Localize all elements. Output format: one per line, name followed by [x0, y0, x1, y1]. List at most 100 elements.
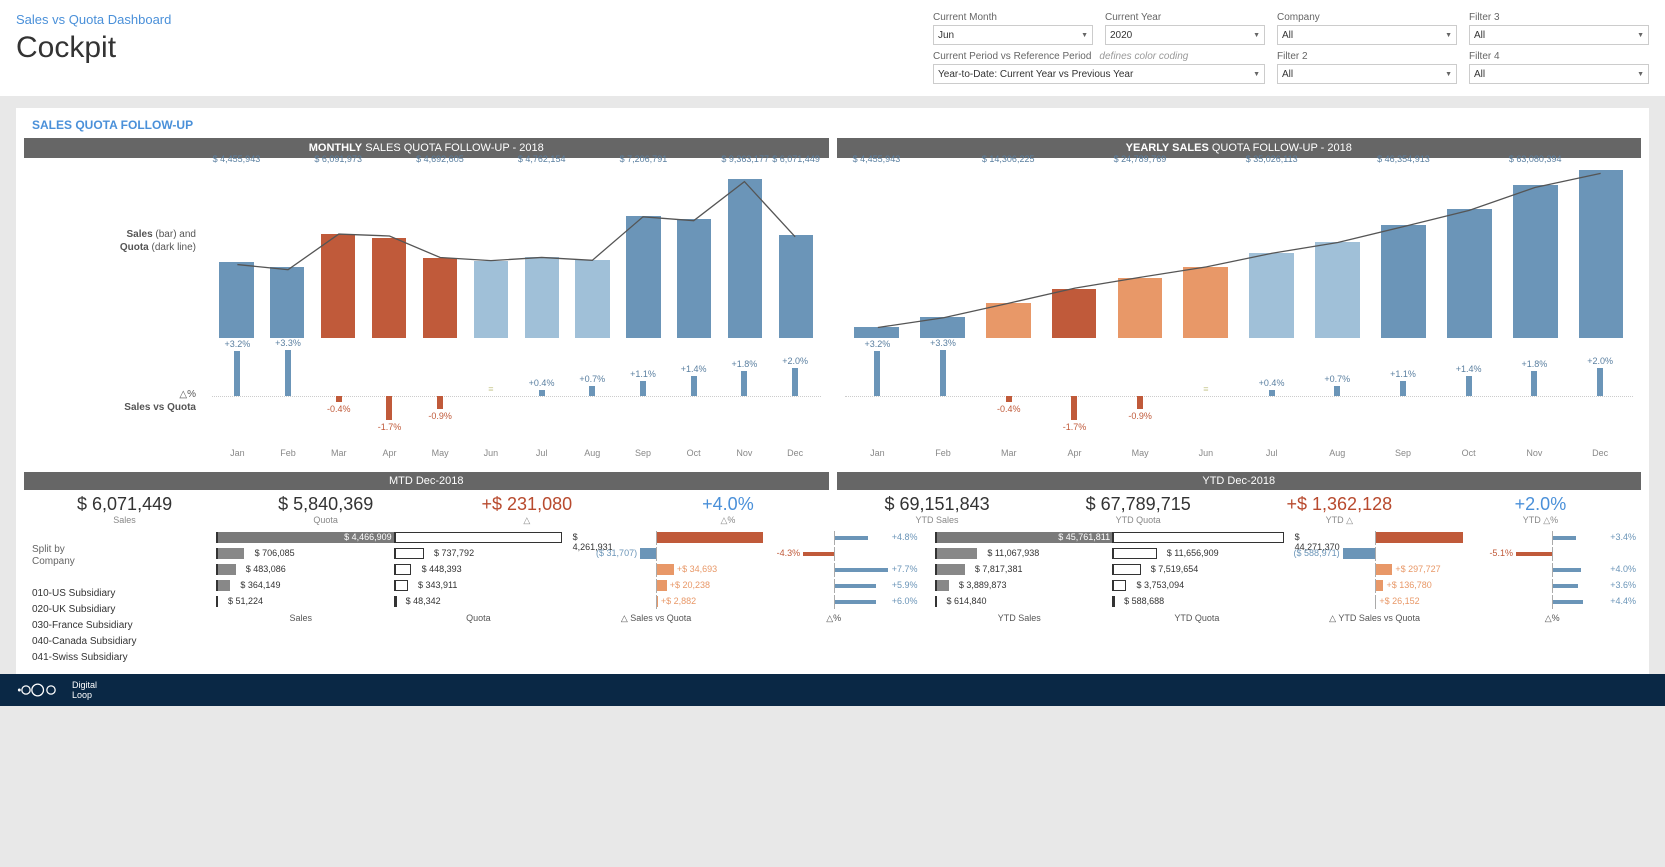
company-row-label: 030-France Subsidiary — [24, 618, 212, 634]
filter-label: Company — [1277, 12, 1457, 23]
footer: DigitalLoop — [0, 674, 1665, 706]
filter4-select[interactable]: All — [1469, 64, 1649, 84]
delta-slot: -1.7% — [1042, 346, 1108, 446]
bar-slot — [1042, 168, 1106, 338]
month-label: Oct — [668, 448, 719, 458]
sales-bar — [779, 235, 813, 338]
sales-bar — [219, 262, 253, 338]
month-label: May — [1107, 448, 1173, 458]
footer-logo: DigitalLoop — [16, 679, 97, 701]
kpi-sales: $ 6,071,449Sales — [24, 494, 225, 526]
sales-bar — [854, 327, 899, 338]
month-label: Oct — [1436, 448, 1502, 458]
month-label: Apr — [1042, 448, 1108, 458]
bar-slot: $ 4,692,605 — [416, 168, 465, 338]
filter2-select[interactable]: All — [1277, 64, 1457, 84]
monthly-panel: MONTHLY SALES QUOTA FOLLOW-UP - 2018 Sal… — [24, 138, 829, 530]
sales-bar — [1447, 209, 1492, 338]
table-row: $ 7,817,381$ 7,519,654+$ 297,727+4.0% — [931, 562, 1642, 578]
sales-bar — [728, 179, 762, 338]
delta-slot: ≡ — [466, 346, 517, 446]
table-row: $ 45,761,811$ 44,271,370490,441+3.4% — [931, 530, 1642, 546]
month-label: Nov — [1502, 448, 1568, 458]
filter-label: Current Year — [1105, 12, 1265, 23]
bar-slot: $ 35,026,113 — [1240, 168, 1304, 338]
bar-slot: $ 14,306,225 — [976, 168, 1040, 338]
ytd-header: YTD Dec-2018 — [837, 472, 1642, 490]
mtd-header: MTD Dec-2018 — [24, 472, 829, 490]
kpi-ytdquota: $ 67,789,715YTD Quota — [1038, 494, 1239, 526]
bar-slot — [670, 168, 719, 338]
month-label: Feb — [263, 448, 314, 458]
company-row-label: 020-UK Subsidiary — [24, 602, 212, 618]
filter-label: Current Month — [933, 12, 1093, 23]
month-label: Dec — [1567, 448, 1633, 458]
sales-bar — [626, 216, 660, 339]
table-row: $ 614,840$ 588,688+$ 26,152+4.4% — [931, 594, 1642, 610]
bar-slot — [1306, 168, 1370, 338]
kpi-ytd: +2.0%YTD △% — [1440, 494, 1641, 526]
bar-slot — [910, 168, 974, 338]
table-col-headers: YTD SalesYTD Quota△ YTD Sales vs Quota△% — [931, 610, 1642, 627]
month-label: Jan — [845, 448, 911, 458]
bar-slot — [1569, 168, 1633, 338]
delta-slot: -0.4% — [976, 346, 1042, 446]
current-year-select[interactable]: 2020 — [1105, 25, 1265, 45]
filter-label: Current Period vs Reference Perioddefine… — [933, 51, 1265, 62]
current-month-select[interactable]: Jun — [933, 25, 1093, 45]
table-row: $ 11,067,938$ 11,656,909($ 588,971)-5.1% — [931, 546, 1642, 562]
bar-slot — [365, 168, 414, 338]
month-label: Jul — [1239, 448, 1305, 458]
sales-bar — [474, 261, 508, 338]
bar-slot — [568, 168, 617, 338]
bar-slot: $ 4,455,943 — [845, 168, 909, 338]
sales-bar — [677, 219, 711, 338]
table-row: $ 706,085$ 737,792($ 31,707)-4.3% — [212, 546, 923, 562]
filter-label: Filter 4 — [1469, 51, 1649, 62]
section-title: SALES QUOTA FOLLOW-UP — [16, 118, 1649, 138]
split-by-label: Split byCompany — [24, 530, 212, 586]
delta-slot: +0.4% — [516, 346, 567, 446]
bar-slot: $ 6,091,973 — [314, 168, 363, 338]
kpi-ytdsales: $ 69,151,843YTD Sales — [837, 494, 1038, 526]
month-label: Nov — [719, 448, 770, 458]
month-label: Jan — [212, 448, 263, 458]
company-row-label: 041-Swiss Subsidiary — [24, 650, 212, 666]
delta-slot: +1.4% — [668, 346, 719, 446]
header: Sales vs Quota Dashboard Cockpit Current… — [0, 0, 1665, 96]
delta-slot: +1.1% — [1370, 346, 1436, 446]
delta-slot: +3.2% — [212, 346, 263, 446]
bar-slot: $ 4,455,943 — [212, 168, 261, 338]
bar-slot — [466, 168, 515, 338]
table-row: $ 51,224$ 48,342+$ 2,882+6.0% — [212, 594, 923, 610]
filters-grid: Current Month Jun Current Year 2020 Comp… — [933, 12, 1649, 84]
filter-4: Filter 4 All — [1469, 51, 1649, 84]
sales-bar — [1513, 185, 1558, 338]
sales-bar — [1052, 289, 1097, 338]
delta-slot: +0.7% — [1304, 346, 1370, 446]
sales-bar — [1118, 278, 1163, 338]
delta-slot: +1.8% — [719, 346, 770, 446]
company-select[interactable]: All — [1277, 25, 1457, 45]
bar-slot: $ 24,789,769 — [1108, 168, 1172, 338]
filter3-select[interactable]: All — [1469, 25, 1649, 45]
period-select[interactable]: Year-to-Date: Current Year vs Previous Y… — [933, 64, 1265, 84]
sales-bar — [986, 303, 1031, 338]
kpi-ytd: +$ 1,362,128YTD △ — [1239, 494, 1440, 526]
sales-bar — [1183, 267, 1228, 338]
delta-slot: -0.4% — [313, 346, 364, 446]
dashboard: SALES QUOTA FOLLOW-UP MONTHLY SALES QUOT… — [16, 108, 1649, 674]
month-label: Jun — [1173, 448, 1239, 458]
yearly-table: $ 45,761,811$ 44,271,370490,441+3.4%$ 11… — [931, 530, 1642, 666]
table-col-headers: SalesQuota△ Sales vs Quota△% — [212, 610, 923, 627]
sales-bar — [321, 234, 355, 338]
month-label: Jun — [466, 448, 517, 458]
sales-bar — [920, 317, 965, 338]
month-label: Sep — [618, 448, 669, 458]
bar-slot: $ 63,080,394 — [1503, 168, 1567, 338]
kpi-quota: $ 5,840,369Quota — [225, 494, 426, 526]
month-label: Jul — [516, 448, 567, 458]
delta-slot: +1.1% — [618, 346, 669, 446]
sales-bar — [1315, 242, 1360, 338]
company-row-label: 040-Canada Subsidiary — [24, 634, 212, 650]
